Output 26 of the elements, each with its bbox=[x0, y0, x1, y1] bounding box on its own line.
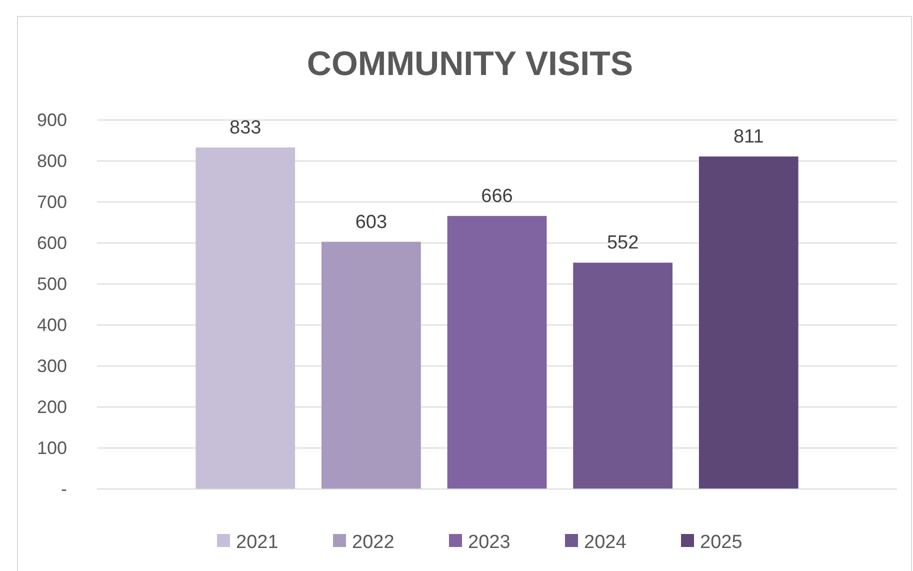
y-tick-label: 400 bbox=[36, 314, 67, 335]
legend-label: 2025 bbox=[700, 532, 742, 553]
y-tick-label: 700 bbox=[36, 192, 67, 212]
data-label: 666 bbox=[481, 186, 513, 207]
y-tick-label: 200 bbox=[36, 396, 67, 417]
y-tick-label: 300 bbox=[36, 356, 67, 376]
chart-title: COMMUNITY VISITS bbox=[306, 45, 634, 83]
data-label: 603 bbox=[355, 212, 388, 233]
data-label: 833 bbox=[230, 117, 262, 138]
bar bbox=[573, 262, 673, 489]
legend-label: 2023 bbox=[468, 532, 510, 553]
bar bbox=[698, 156, 798, 489]
legend-label: 2022 bbox=[352, 532, 394, 553]
data-label: 811 bbox=[733, 126, 764, 148]
y-tick-label: 900 bbox=[36, 110, 67, 130]
y-tick-label: 500 bbox=[36, 274, 67, 294]
y-tick-label: - bbox=[61, 478, 67, 499]
data-label: 552 bbox=[606, 232, 639, 254]
y-tick-label: 800 bbox=[36, 150, 67, 171]
y-tick-label: 100 bbox=[36, 438, 67, 458]
bar bbox=[447, 216, 547, 489]
legend-label: 2024 bbox=[584, 532, 627, 553]
bar bbox=[196, 147, 296, 489]
bar bbox=[321, 242, 421, 489]
y-tick-label: 600 bbox=[36, 232, 67, 253]
legend-label: 2021 bbox=[236, 532, 278, 553]
